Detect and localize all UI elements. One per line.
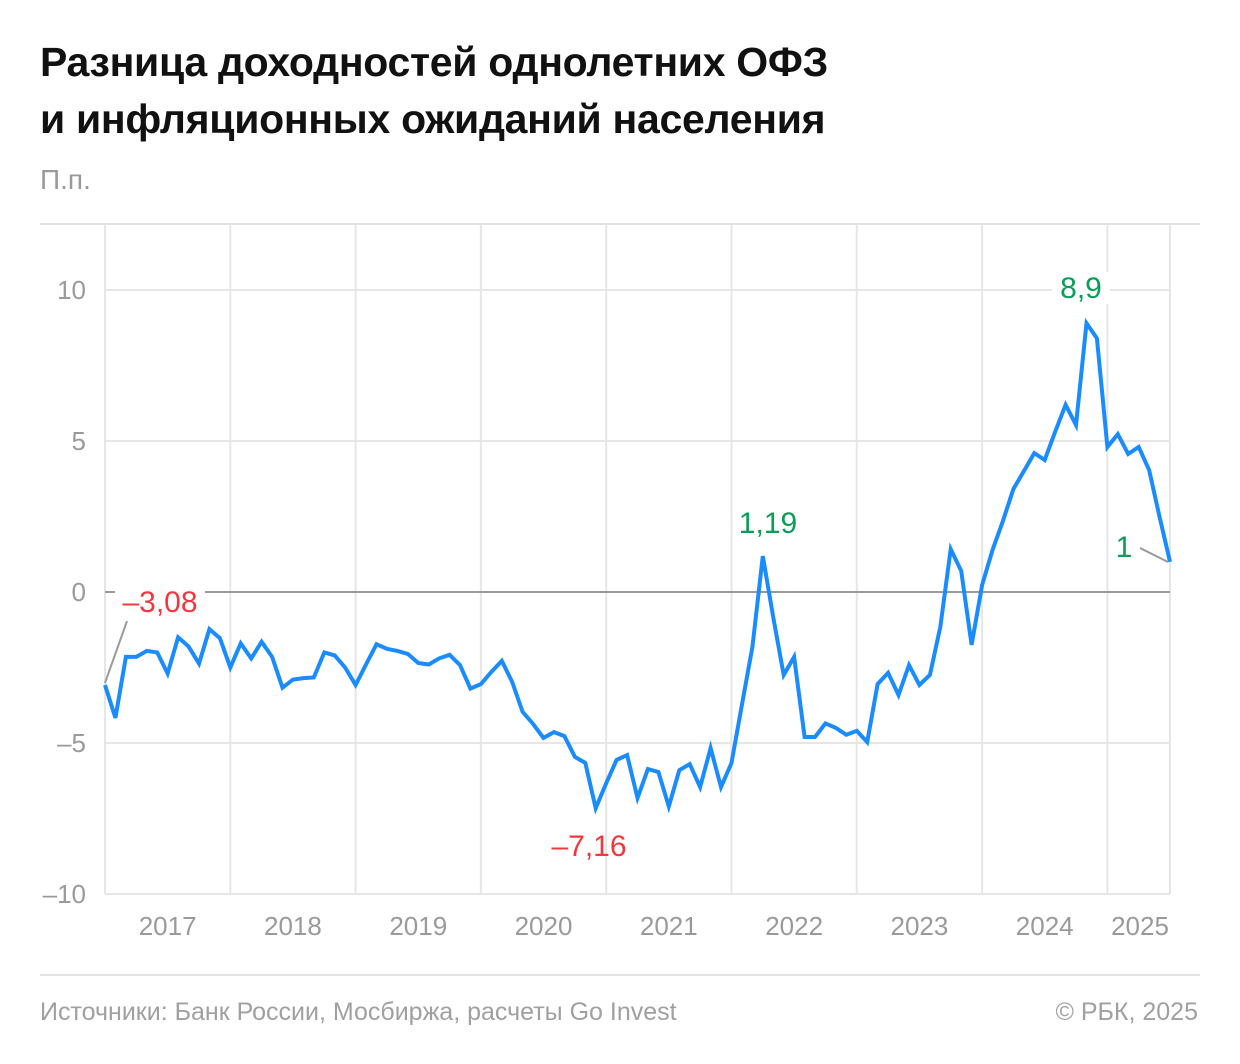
x-tick-label: 2022: [765, 911, 823, 941]
annotation-leader: [1139, 547, 1169, 563]
x-tick-label: 2017: [139, 911, 197, 941]
annotation-leader: [104, 620, 128, 684]
y-tick-label: 5: [72, 426, 86, 456]
x-tick-label: 2021: [640, 911, 698, 941]
chart-title: Разница доходностей однолетних ОФЗ и инф…: [40, 34, 828, 148]
title-line-2: и инфляционных ожиданий населения: [40, 96, 826, 142]
y-tick-label: 10: [57, 275, 86, 305]
y-tick-label: 0: [72, 577, 86, 607]
annotation-background: [1052, 272, 1110, 304]
data-line: [103, 317, 1172, 815]
x-tick-label: 2023: [890, 911, 948, 941]
annotation-label: 8,9: [1060, 272, 1102, 305]
x-tick-label: 2025: [1111, 911, 1169, 941]
x-tick-label: 2020: [515, 911, 573, 941]
source-note: Источники: Банк России, Мосбиржа, расчет…: [40, 998, 677, 1026]
x-tick-label: 2019: [389, 911, 447, 941]
annotation-label: –3,08: [122, 586, 197, 619]
annotation-background: [115, 586, 205, 618]
title-line-1: Разница доходностей однолетних ОФЗ: [40, 39, 828, 85]
y-tick-label: –5: [57, 728, 86, 758]
annotation-label: 1: [1116, 531, 1133, 564]
bottom-divider: [40, 974, 1200, 976]
annotation-label: –7,16: [551, 830, 626, 863]
unit-label: П.п.: [40, 164, 91, 195]
x-tick-label: 2024: [1016, 911, 1074, 941]
x-tick-label: 2018: [264, 911, 322, 941]
copyright: © РБК, 2025: [1055, 998, 1198, 1026]
annotation-label: 1,19: [739, 507, 797, 540]
y-tick-label: –10: [43, 879, 86, 909]
top-divider: [40, 223, 1200, 225]
